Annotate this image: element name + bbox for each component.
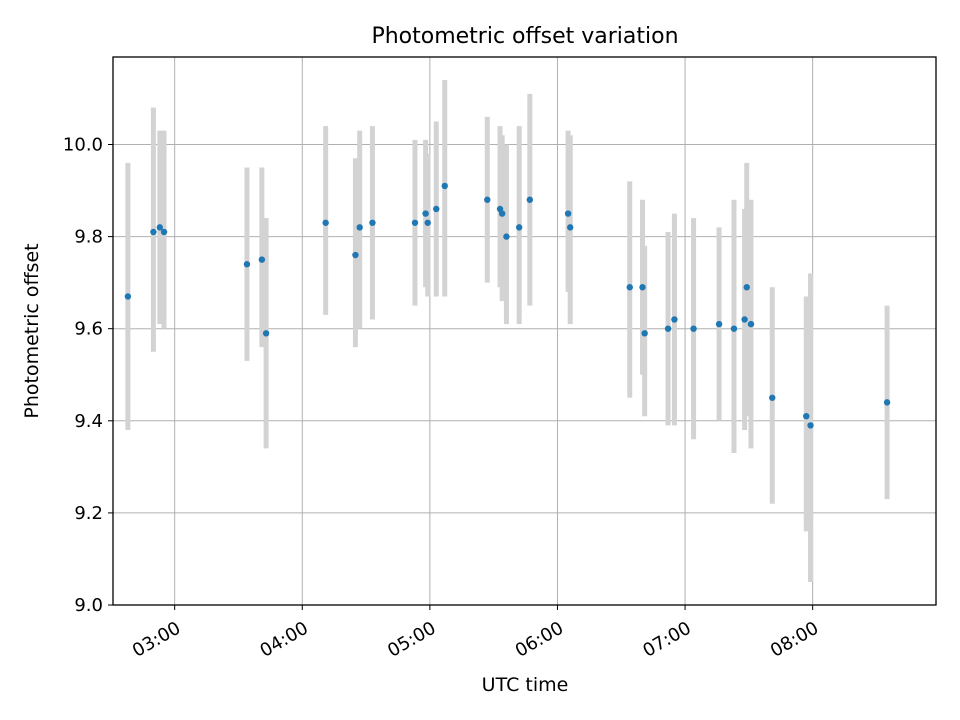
data-point [160, 228, 168, 236]
data-point [262, 330, 270, 337]
data-point [743, 284, 750, 291]
y-tick-label: 9.2 [74, 503, 103, 524]
chart-title: Photometric offset variation [371, 24, 678, 49]
data-points [124, 182, 891, 429]
data-point [567, 224, 574, 231]
data-point [433, 205, 440, 213]
error-bars [125, 80, 890, 582]
data-point [526, 196, 534, 203]
data-point [498, 210, 506, 217]
data-point [150, 228, 157, 236]
data-point [124, 293, 132, 300]
data-point [322, 219, 329, 226]
plot-frame [112, 56, 937, 606]
data-point [503, 233, 510, 240]
data-point [243, 261, 251, 268]
data-point [515, 224, 523, 231]
data-point [441, 182, 448, 190]
y-tick-label: 9.4 [74, 411, 103, 432]
x-tick-label: 08:00 [767, 618, 822, 662]
data-point [730, 325, 738, 332]
data-point [807, 422, 814, 429]
data-point [769, 394, 776, 401]
y-axis-label: Photometric offset [21, 243, 43, 418]
data-point [156, 224, 163, 231]
data-point [484, 196, 491, 203]
data-point [641, 330, 648, 337]
data-point [258, 256, 266, 263]
data-point [883, 399, 891, 406]
x-tick-label: 03:00 [129, 618, 184, 662]
x-tick-label: 07:00 [639, 618, 694, 662]
x-tick-label: 06:00 [512, 618, 567, 662]
data-point [411, 219, 419, 226]
x-axis-label: UTC time [482, 674, 569, 696]
data-point [803, 412, 810, 420]
data-point [639, 284, 646, 291]
data-point [564, 210, 572, 217]
x-tick-label: 05:00 [384, 618, 439, 662]
y-tick-label: 10.0 [63, 134, 103, 155]
data-point [671, 316, 678, 323]
data-point [422, 210, 429, 217]
data-point [741, 316, 748, 323]
data-point [690, 325, 697, 332]
y-tick-label: 9.0 [74, 595, 103, 616]
data-point [356, 224, 363, 231]
y-tick-label: 9.6 [74, 319, 103, 340]
data-point [626, 284, 633, 291]
data-point [747, 320, 755, 328]
y-tick-label: 9.8 [74, 227, 103, 248]
data-point [424, 219, 431, 226]
data-point [352, 251, 359, 259]
data-point [369, 219, 376, 226]
data-point [664, 325, 672, 332]
x-tick-label: 04:00 [257, 618, 312, 662]
data-point [715, 320, 723, 328]
